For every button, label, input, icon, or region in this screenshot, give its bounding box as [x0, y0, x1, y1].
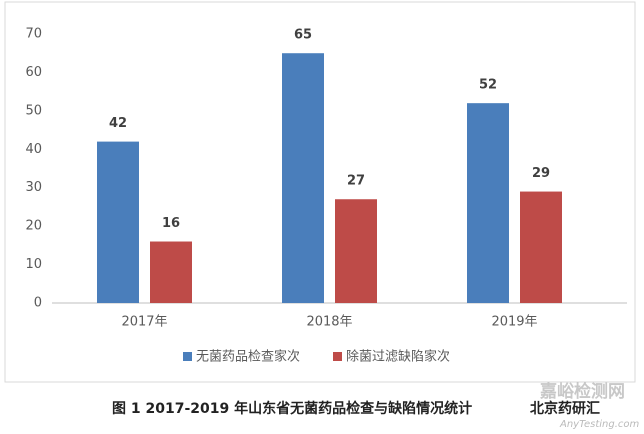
- data-label: 42: [109, 116, 127, 131]
- data-label: 29: [532, 166, 550, 181]
- bar: [467, 103, 509, 304]
- y-tick-label: 60: [25, 65, 42, 80]
- legend-swatch: [333, 352, 342, 361]
- bar: [150, 241, 192, 303]
- watermark-sub: AnyTesting.com: [559, 419, 640, 430]
- y-tick-label: 10: [25, 257, 42, 272]
- legend-label: 除菌过滤缺陷家次: [346, 349, 450, 365]
- y-tick-label: 20: [25, 219, 42, 234]
- y-tick-label: 50: [25, 103, 42, 118]
- data-label: 27: [347, 174, 365, 189]
- x-tick-label: 2018年: [306, 315, 352, 330]
- legend-label: 无菌药品检查家次: [196, 349, 300, 365]
- legend-swatch: [183, 352, 192, 361]
- bar: [282, 53, 324, 303]
- caption: 图 1 2017-2019 年山东省无菌药品检查与缺陷情况统计: [112, 400, 472, 417]
- source: 北京药研汇: [530, 400, 600, 417]
- data-label: 52: [479, 78, 497, 93]
- x-tick-label: 2017年: [121, 315, 167, 330]
- bar: [97, 141, 139, 303]
- data-label: 65: [294, 28, 312, 43]
- y-tick-label: 0: [34, 296, 42, 311]
- watermark: 嘉峪检测网: [539, 381, 625, 402]
- bar: [520, 191, 562, 303]
- bar: [335, 199, 377, 303]
- chart-frame: [4, 1, 636, 383]
- x-tick-label: 2019年: [491, 315, 537, 330]
- y-tick-label: 30: [25, 180, 42, 195]
- y-tick-label: 70: [25, 27, 42, 42]
- y-tick-label: 40: [25, 142, 42, 157]
- data-label: 16: [162, 216, 180, 231]
